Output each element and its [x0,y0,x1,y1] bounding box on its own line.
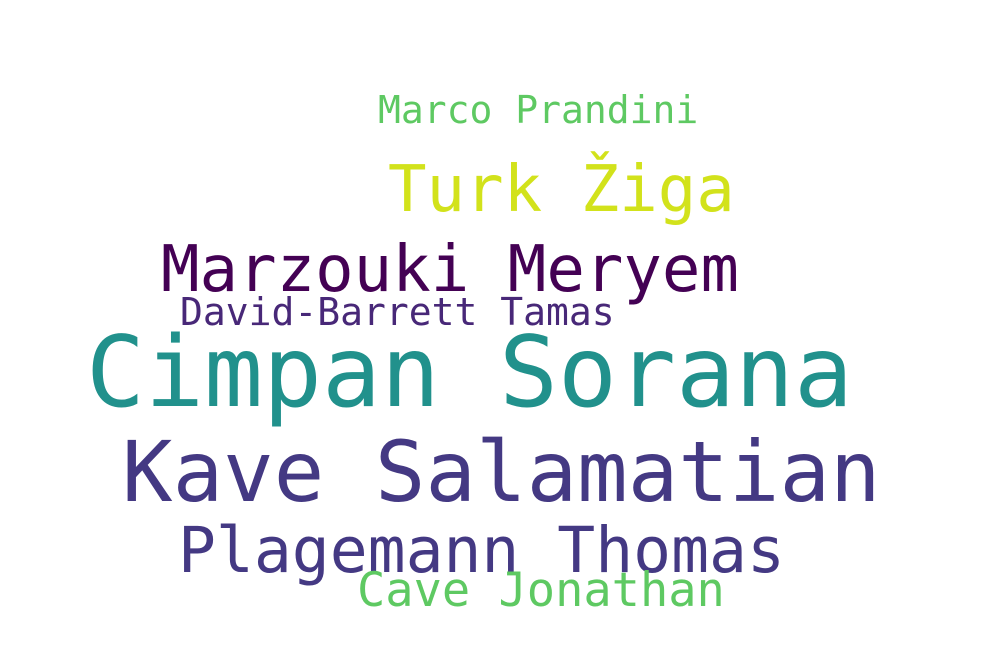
word-plagemann-thomas: Plagemann Thomas [178,514,785,587]
word-marzouki-meryem: Marzouki Meryem [161,233,739,307]
word-marco-prandini: Marco Prandini [378,88,699,132]
word-cave-jonathan: Cave Jonathan [357,563,725,618]
word-cimpan-sorana: Cimpan Sorana [86,316,854,430]
word-turk-ziga: Turk Žiga [388,153,735,227]
word-david-barrett-tamas: David-Barrett Tamas [180,290,615,334]
word-kave-salamatian: Kave Salamatian [122,423,881,521]
